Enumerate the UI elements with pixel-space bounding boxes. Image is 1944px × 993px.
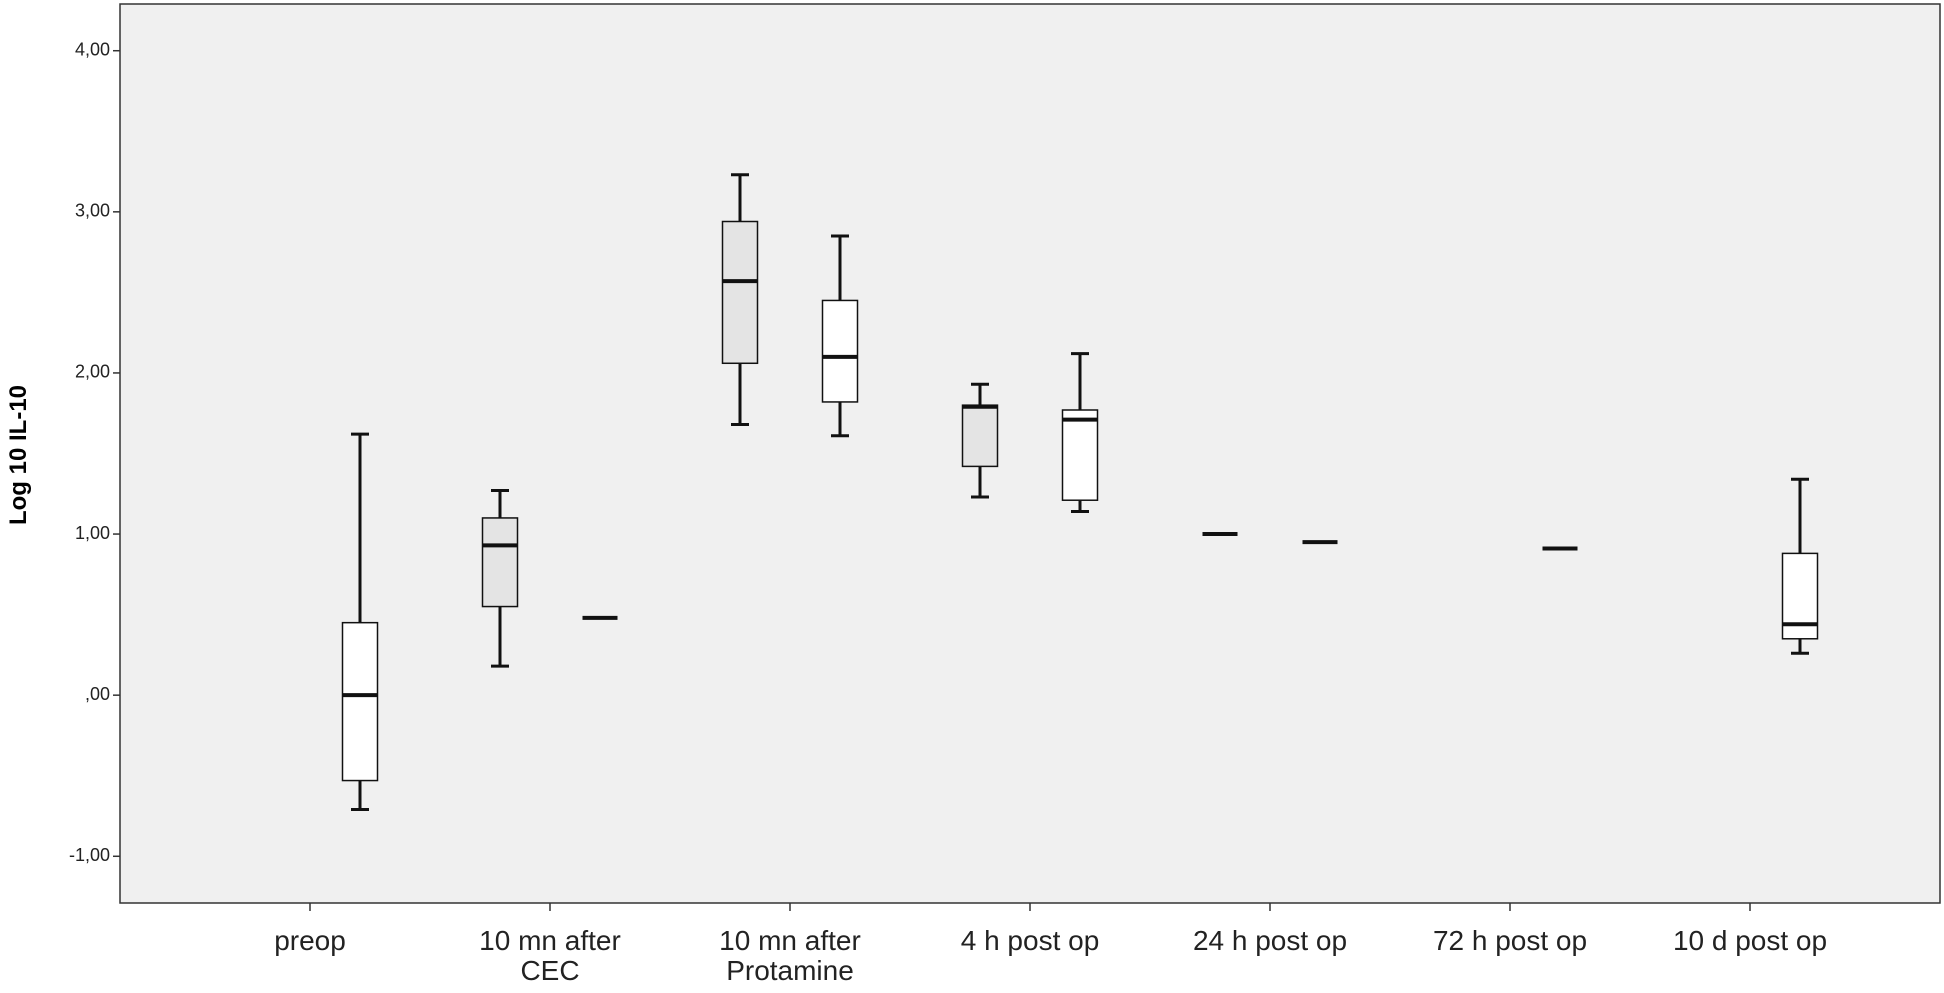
box (961, 382, 999, 499)
x-tick-label: 24 h post op (1192, 925, 1348, 956)
box-body (721, 220, 759, 365)
box-body (481, 517, 519, 608)
box (821, 234, 859, 438)
plot-area (119, 3, 1941, 904)
y-tick-label: 1,00 (75, 523, 110, 543)
y-tick-label: ,00 (85, 684, 110, 704)
x-tick-label: preop (274, 925, 346, 956)
box-body (961, 404, 999, 468)
x-tick-label: 10 mn after Protamine (719, 925, 861, 986)
y-tick-label: -1,00 (69, 845, 110, 865)
box (1061, 352, 1099, 513)
box (341, 432, 379, 812)
box-body (821, 299, 859, 403)
x-tick-label: 10 mn after CEC (479, 925, 621, 986)
box-body (1061, 409, 1099, 501)
x-tick-label: 4 h post op (960, 925, 1100, 956)
box-body (341, 621, 379, 782)
box (1781, 477, 1819, 655)
y-tick-label: 2,00 (75, 362, 110, 382)
box (721, 173, 759, 426)
y-tick-label: 4,00 (75, 39, 110, 59)
y-tick-label: 3,00 (75, 201, 110, 221)
x-tick-label: 72 h post op (1432, 925, 1588, 956)
box (481, 489, 519, 668)
y-axis-label: Log 10 IL-10 (5, 385, 32, 525)
x-tick-label: 10 d post op (1672, 925, 1828, 956)
